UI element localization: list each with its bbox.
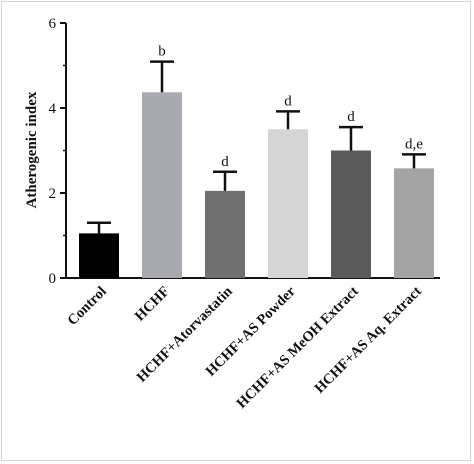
y-tick-label-0: 0 [49, 271, 57, 287]
significance-label-hchf-atorvastatin: d [221, 154, 229, 170]
chart-axes [60, 22, 440, 279]
y-tick-label-6: 6 [49, 16, 57, 32]
bar-hchf-atorvastatin [205, 190, 245, 278]
y-tick-label-4: 4 [49, 101, 57, 117]
bar-control [79, 233, 119, 278]
x-tick-label-hchf: HCHF [132, 283, 173, 324]
significance-label-hchf: b [158, 44, 166, 60]
y-axis-title: Atherogenic index [24, 91, 40, 208]
y-tick-label-2: 2 [49, 186, 57, 202]
bar-hchf-as-meoh-extract [331, 150, 371, 278]
x-tick-label-control: Control [65, 284, 110, 329]
significance-label-hchf-as-meoh-extract: d [347, 109, 355, 125]
x-tick-label-hchf-as-meoh-extract: HCHF+AS MeOH Extract [234, 283, 362, 411]
x-tick-label-hchf-as-aq-extract: HCHF+AS Aq. Extract [312, 283, 425, 396]
bar-hchf [142, 92, 182, 279]
chart-bars [79, 60, 434, 279]
bar-hchf-as-aq-extract [394, 168, 434, 278]
significance-label-hchf-as-powder: d [284, 93, 292, 109]
significance-label-hchf-as-aq-extract: d,e [405, 136, 423, 152]
bar-hchf-as-powder [268, 129, 308, 278]
